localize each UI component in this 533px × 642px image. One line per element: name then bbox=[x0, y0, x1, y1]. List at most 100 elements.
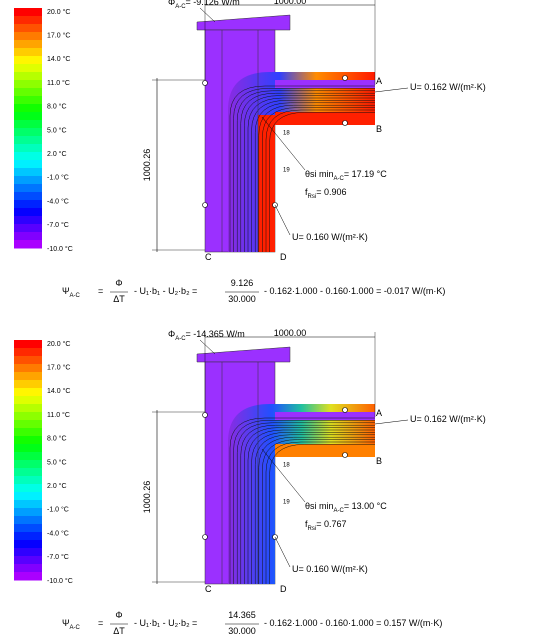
legend-label: 8.0 °C bbox=[47, 103, 67, 111]
legend-swatch bbox=[14, 340, 42, 349]
node bbox=[202, 202, 208, 208]
isotherm bbox=[233, 88, 375, 252]
isotherm bbox=[262, 107, 375, 252]
den2: 30.000 bbox=[228, 626, 256, 636]
text-part: - 0.162·1.000 - 0.160·1.000 = -0.017 W/(… bbox=[264, 286, 445, 296]
node bbox=[202, 80, 208, 86]
legend-label: 2.0 °C bbox=[47, 150, 67, 158]
text-part: U bbox=[410, 414, 417, 424]
text-part: B bbox=[376, 456, 382, 466]
isotherm bbox=[251, 100, 375, 252]
text-part: = bbox=[98, 286, 103, 296]
isotherm-label: 19 bbox=[283, 500, 290, 506]
text-part: B bbox=[376, 124, 382, 134]
legend-swatch bbox=[14, 216, 42, 225]
den1: ΔT bbox=[113, 626, 125, 636]
text-part: C bbox=[205, 252, 212, 262]
warm-zone bbox=[228, 404, 375, 584]
legend-label: 2.0 °C bbox=[47, 482, 67, 490]
subscript: A-C bbox=[175, 336, 186, 342]
num2: 14.365 bbox=[228, 610, 256, 620]
subscript: A-C bbox=[70, 293, 81, 299]
legend-swatch bbox=[14, 112, 42, 121]
legend-swatch bbox=[14, 32, 42, 41]
node bbox=[342, 407, 348, 413]
psi: ΨA-C bbox=[62, 618, 81, 630]
text-part: f bbox=[305, 187, 308, 197]
subscript: A-C bbox=[334, 508, 345, 514]
text-part: = 0.160 W/(m²·K) bbox=[299, 564, 368, 574]
legend-swatch bbox=[14, 232, 42, 241]
point-label: D bbox=[280, 584, 287, 594]
equals: = bbox=[98, 618, 103, 628]
node bbox=[202, 412, 208, 418]
text-part: = 17.19 °C bbox=[344, 169, 387, 179]
legend-swatch bbox=[14, 380, 42, 389]
legend-swatch bbox=[14, 444, 42, 453]
roof-cap bbox=[196, 346, 291, 363]
legend-label: 5.0 °C bbox=[47, 126, 67, 134]
legend-swatch bbox=[14, 484, 42, 493]
u-lower: U= 0.160 W/(m²·K) bbox=[292, 564, 368, 574]
text-part: A bbox=[376, 76, 382, 86]
subscript: A-C bbox=[175, 4, 186, 10]
legend-swatch bbox=[14, 388, 42, 397]
legend-label: -4.0 °C bbox=[47, 197, 69, 205]
legend-swatch bbox=[14, 144, 42, 153]
legend-label: 17.0 °C bbox=[47, 364, 70, 372]
legend-swatch bbox=[14, 404, 42, 413]
point-label: B bbox=[376, 124, 382, 134]
text-part: f bbox=[305, 519, 308, 529]
isotherm bbox=[244, 427, 375, 584]
legend-swatch bbox=[14, 160, 42, 169]
text-part: 30.000 bbox=[228, 294, 256, 304]
legend-swatch bbox=[14, 532, 42, 541]
legend-swatch bbox=[14, 572, 42, 581]
text-part: = -14.365 W/m bbox=[186, 329, 245, 339]
text-part: D bbox=[280, 584, 287, 594]
legend-label: 20.0 °C bbox=[47, 340, 70, 348]
legend-swatch bbox=[14, 564, 42, 573]
text-part: 1000.00 bbox=[274, 328, 307, 338]
leader bbox=[274, 204, 291, 236]
legend-swatch bbox=[14, 200, 42, 209]
den2: 30.000 bbox=[228, 294, 256, 304]
legend-swatch bbox=[14, 548, 42, 557]
legend-swatch bbox=[14, 80, 42, 89]
legend-swatch bbox=[14, 136, 42, 145]
text-part: A bbox=[376, 408, 382, 418]
legend-swatch bbox=[14, 396, 42, 405]
equals: = bbox=[98, 286, 103, 296]
text-part: 1000.26 bbox=[142, 481, 152, 514]
isotherm bbox=[251, 432, 375, 584]
legend-label: 17.0 °C bbox=[47, 32, 70, 40]
legend-label: 20.0 °C bbox=[47, 8, 70, 16]
text-part: 1000.00 bbox=[274, 0, 307, 6]
isotherm bbox=[269, 112, 375, 252]
legend-swatch bbox=[14, 72, 42, 81]
legend-label: -7.0 °C bbox=[47, 221, 69, 229]
height-dimension: 1000.26 bbox=[142, 149, 152, 182]
legend-swatch bbox=[14, 16, 42, 25]
theta-min: θsi minA-C= 17.19 °C bbox=[305, 169, 387, 181]
slab-cold bbox=[275, 412, 375, 420]
text-part: Ψ bbox=[62, 618, 70, 628]
isotherm bbox=[229, 417, 375, 584]
text-part: - U₁·b₁ - U₂·b₂ = bbox=[134, 618, 197, 628]
node bbox=[342, 75, 348, 81]
legend-swatch bbox=[14, 492, 42, 501]
legend-swatch bbox=[14, 24, 42, 33]
legend-label: 11.0 °C bbox=[47, 411, 70, 419]
f-rsi: fRsi= 0.906 bbox=[305, 187, 346, 199]
text-part: ΔT bbox=[113, 294, 125, 304]
u-upper: U= 0.162 W/(m²·K) bbox=[410, 82, 486, 92]
legend-swatch bbox=[14, 128, 42, 137]
isotherm-label: 19 bbox=[283, 168, 290, 174]
text-part: 30.000 bbox=[228, 626, 256, 636]
legend-swatch bbox=[14, 208, 42, 217]
text-part: C bbox=[205, 584, 212, 594]
legend-label: -4.0 °C bbox=[47, 529, 69, 537]
panel: 20.0 °C 17.0 °C 14.0 °C 11.0 °C 8.0 °C 5.0 °C… bbox=[14, 328, 486, 636]
isotherm bbox=[269, 444, 375, 584]
